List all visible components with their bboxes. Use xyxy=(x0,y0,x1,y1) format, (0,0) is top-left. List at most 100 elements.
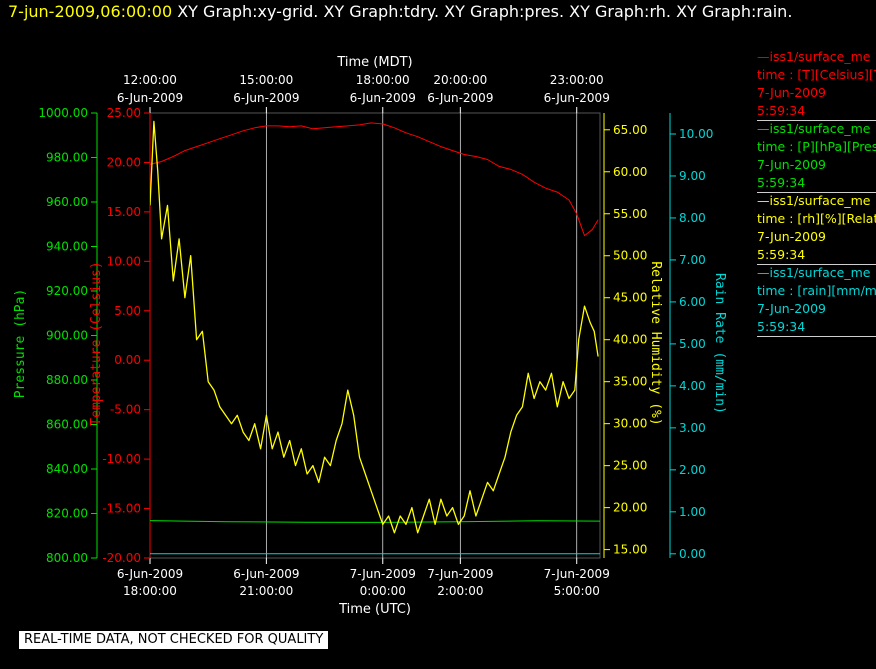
temperature-tick-label: 0.00 xyxy=(114,353,141,367)
legend-line: 7-Jun-2009 xyxy=(757,229,827,244)
legend-line: time : [T][Celsius][T xyxy=(757,67,876,82)
header-graph-1: XY Graph:xy-grid. xyxy=(177,2,319,21)
x-tick-label-bottom-time: 0:00:00 xyxy=(360,584,406,598)
x-tick-label-top-time: 20:00:00 xyxy=(433,73,487,87)
header-graph-4: XY Graph:rh. xyxy=(569,2,671,21)
temperature-tick-label: 25.00 xyxy=(107,106,141,120)
humidity-tick-label: 15.00 xyxy=(613,543,647,557)
pressure-axis-label: Pressure (hPa) xyxy=(13,289,28,399)
temperature-tick-label: 15.00 xyxy=(107,205,141,219)
temperature-tick-label: 20.00 xyxy=(107,155,141,169)
quality-notice: REAL-TIME DATA, NOT CHECKED FOR QUALITY xyxy=(19,631,329,649)
x-tick-label-top-time: 12:00:00 xyxy=(123,73,177,87)
x-tick-label-top-date: 6-Jun-2009 xyxy=(427,91,493,105)
temperature-tick-label: -20.00 xyxy=(102,551,141,565)
pressure-tick-label: 880.00 xyxy=(46,373,88,387)
legend-line: —iss1/surface_me xyxy=(757,121,871,136)
temperature-axis-label: Temperature (Celsius) xyxy=(89,261,104,425)
rain-tick-label: 7.00 xyxy=(679,253,706,267)
x-tick-label-top-date: 6-Jun-2009 xyxy=(117,91,183,105)
humidity-tick-label: 55.00 xyxy=(613,207,647,221)
x-axis-label-bottom: Time (UTC) xyxy=(338,602,411,617)
legend-separator xyxy=(757,192,876,193)
humidity-tick-label: 60.00 xyxy=(613,165,647,179)
legend-line: time : [rh][%][Relati xyxy=(757,211,876,226)
legend-line: —iss1/surface_me xyxy=(757,49,871,64)
x-tick-label-bottom-date: 7-Jun-2009 xyxy=(350,567,416,581)
header-datetime: 7-jun-2009,06:00:00 xyxy=(8,2,173,21)
humidity-tick-label: 45.00 xyxy=(613,291,647,305)
pressure-tick-label: 980.00 xyxy=(46,151,88,165)
x-tick-label-bottom-date: 7-Jun-2009 xyxy=(544,567,610,581)
x-tick-label-top-date: 6-Jun-2009 xyxy=(350,91,416,105)
header-graph-5: XY Graph:rain. xyxy=(676,2,793,21)
x-tick-label-top-time: 15:00:00 xyxy=(239,73,293,87)
x-tick-label-top-date: 6-Jun-2009 xyxy=(544,91,610,105)
humidity-tick-label: 65.00 xyxy=(613,123,647,137)
x-tick-label-bottom-time: 21:00:00 xyxy=(239,584,293,598)
rain-tick-label: 9.00 xyxy=(679,169,706,183)
x-tick-label-bottom-time: 5:00:00 xyxy=(554,584,600,598)
x-tick-label-bottom-time: 18:00:00 xyxy=(123,584,177,598)
pressure-series-line xyxy=(150,520,600,523)
header-graph-3: XY Graph:pres. xyxy=(444,2,565,21)
rain-axis-label: Rain Rate (mm/min) xyxy=(712,273,727,414)
rain-tick-label: 8.00 xyxy=(679,211,706,225)
humidity-tick-label: 50.00 xyxy=(613,249,647,263)
legend-rain: —iss1/surface_me time : [rain][mm/min 7-Ju… xyxy=(757,264,876,337)
temperature-tick-label: -5.00 xyxy=(110,403,141,417)
rain-tick-label: 2.00 xyxy=(679,463,706,477)
legend-line: 7-Jun-2009 xyxy=(757,301,827,316)
header-graph-2: XY Graph:tdry. xyxy=(323,2,440,21)
legend-line: time : [P][hPa][Pres xyxy=(757,139,876,154)
legend-line: 5:59:34 xyxy=(757,319,806,334)
x-tick-label-bottom-date: 7-Jun-2009 xyxy=(427,567,493,581)
humidity-tick-label: 40.00 xyxy=(613,333,647,347)
pressure-tick-label: 900.00 xyxy=(46,329,88,343)
rain-tick-label: 1.00 xyxy=(679,505,706,519)
rain-tick-label: 0.00 xyxy=(679,547,706,561)
humidity-tick-label: 35.00 xyxy=(613,375,647,389)
temperature-tick-label: -15.00 xyxy=(102,502,141,516)
humidity-tick-label: 30.00 xyxy=(613,417,647,431)
legend-line: 7-Jun-2009 xyxy=(757,157,827,172)
x-tick-label-bottom-date: 6-Jun-2009 xyxy=(117,567,183,581)
humidity-axis-label: Relative Humidity (%) xyxy=(648,261,663,425)
plot-frame xyxy=(149,112,601,559)
temperature-tick-label: -10.00 xyxy=(102,452,141,466)
legend-separator xyxy=(757,120,876,121)
temperature-tick-label: 10.00 xyxy=(107,254,141,268)
pressure-tick-label: 1000.00 xyxy=(38,106,88,120)
pressure-tick-label: 800.00 xyxy=(46,551,88,565)
legend-separator xyxy=(757,264,876,265)
legend-separator xyxy=(757,336,876,337)
x-axis-label-top: Time (MDT) xyxy=(336,55,412,70)
legend-line: —iss1/surface_me xyxy=(757,193,871,208)
rain-tick-label: 6.00 xyxy=(679,295,706,309)
humidity-tick-label: 20.00 xyxy=(613,501,647,515)
x-tick-label-top-date: 6-Jun-2009 xyxy=(233,91,299,105)
legend-line: 5:59:34 xyxy=(757,175,806,190)
pressure-tick-label: 920.00 xyxy=(46,284,88,298)
pressure-tick-label: 960.00 xyxy=(46,195,88,209)
pressure-tick-label: 840.00 xyxy=(46,462,88,476)
rain-tick-label: 10.00 xyxy=(679,127,713,141)
humidity-series-line xyxy=(150,120,599,534)
x-tick-label-bottom-date: 6-Jun-2009 xyxy=(233,567,299,581)
legend-line: 7-Jun-2009 xyxy=(757,85,827,100)
rain-tick-label: 4.00 xyxy=(679,379,706,393)
rain-tick-label: 3.00 xyxy=(679,421,706,435)
pressure-tick-label: 860.00 xyxy=(46,418,88,432)
pressure-tick-label: 820.00 xyxy=(46,507,88,521)
legend-line: 5:59:34 xyxy=(757,103,806,118)
temperature-series-line xyxy=(150,122,599,237)
temperature-tick-label: 5.00 xyxy=(114,304,141,318)
pressure-tick-label: 940.00 xyxy=(46,240,88,254)
x-tick-label-top-time: 23:00:00 xyxy=(550,73,604,87)
x-tick-label-top-time: 18:00:00 xyxy=(356,73,410,87)
graph-header: 7-jun-2009,06:00:00 XY Graph:xy-grid. XY… xyxy=(8,2,792,21)
